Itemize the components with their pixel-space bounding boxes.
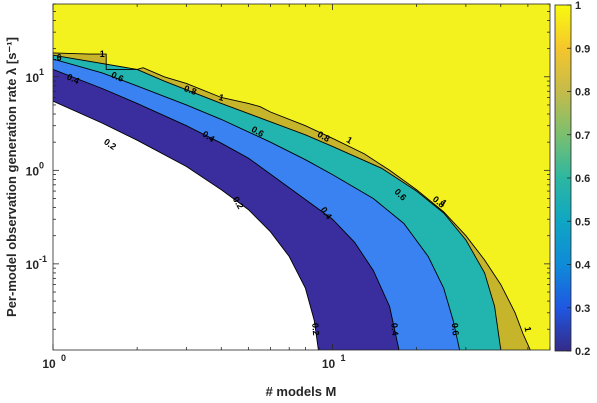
contour-label: 0.8 xyxy=(183,83,198,97)
colorbar-tick-label: 0.9 xyxy=(575,43,590,55)
x-tick-label: 10 xyxy=(322,357,336,371)
y-tick-label: 10 xyxy=(26,71,40,85)
colorbar-ticks: 0.2 0.3 0.4 0.5 0.6 0.7 0.8 0.9 1 xyxy=(567,0,591,358)
contour-label: 0.6 xyxy=(110,70,126,84)
contour-regions xyxy=(53,4,550,350)
y-tick-label: 10 xyxy=(26,258,40,272)
contour-label: 0.4 xyxy=(65,72,81,86)
contour-line-1 xyxy=(53,52,531,350)
contour-labels: 0.20.20.20.40.40.40.40.60.60.60.60.60.80… xyxy=(49,49,534,336)
region-below-0-2 xyxy=(53,101,319,350)
colorbar-tick-label: 0.7 xyxy=(575,130,590,142)
y-tick-exponent: -1 xyxy=(39,254,47,264)
contour-line-0-4 xyxy=(53,68,400,350)
x-axis-label: # models M xyxy=(266,384,337,399)
colorbar-tick-label: 1 xyxy=(575,0,581,12)
y-tick-exponent: 0 xyxy=(39,160,44,170)
x-axis-ticks: 10 0 10 1 xyxy=(42,4,551,371)
contour-line-0-6 xyxy=(53,58,461,350)
y-tick-label: 10 xyxy=(26,164,40,178)
contour-label: 0.6 xyxy=(49,53,62,63)
x-tick-label: 10 xyxy=(42,357,56,371)
colorbar-tick-label: 0.5 xyxy=(575,216,590,228)
plot-frame xyxy=(52,3,551,351)
colorbar-tick-label: 0.3 xyxy=(575,303,590,315)
x-tick-exponent: 0 xyxy=(61,353,66,363)
colorbar-tick-label: 0.8 xyxy=(575,87,590,99)
contour-line-0-2 xyxy=(53,100,319,350)
contour-label: 0.6 xyxy=(450,323,461,336)
contour-label: 1 xyxy=(523,326,534,333)
colorbar-tick-label: 0.4 xyxy=(575,260,591,272)
contour-label: 1 xyxy=(345,135,354,146)
x-tick-exponent: 1 xyxy=(341,353,346,363)
y-axis-label: Per-model observation generation rate λ … xyxy=(4,37,19,317)
colorbar-tick-label: 0.2 xyxy=(575,346,590,358)
contour-label: 1 xyxy=(218,92,225,103)
contour-label: 1 xyxy=(100,49,105,59)
colorbar-tick-label: 0.6 xyxy=(575,173,590,185)
contour-label: 1 xyxy=(439,197,449,208)
contour-label: 0.2 xyxy=(310,323,321,336)
contour-line-0-8 xyxy=(53,54,502,350)
contour-label: 0.4 xyxy=(389,323,400,336)
y-tick-exponent: 1 xyxy=(39,67,44,77)
